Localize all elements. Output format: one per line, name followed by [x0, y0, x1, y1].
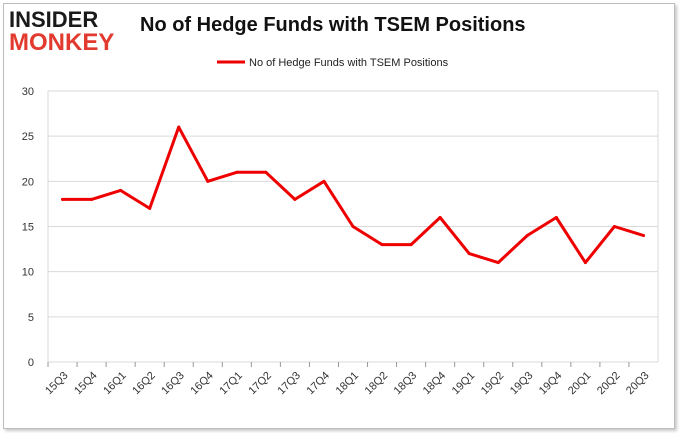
series-line-0 [61, 125, 645, 265]
x-tick-label: 18Q1 [334, 370, 362, 398]
x-tick-label: 15Q4 [72, 370, 100, 398]
insider-monkey-logo: INSIDER MONKEY [9, 9, 127, 55]
data-point [438, 215, 442, 219]
chart-frame [3, 3, 675, 429]
data-point [612, 225, 616, 228]
x-tick-label: 16Q2 [130, 370, 158, 398]
data-point [322, 179, 326, 183]
x-tick-label: 17Q3 [276, 370, 304, 398]
y-tick-label: 5 [28, 312, 34, 324]
legend-label: No of Hedge Funds with TSEM Positions [249, 57, 449, 69]
x-axis: 15Q3 15Q4 16Q1 16Q2 16Q3 16Q4 17Q1 17Q2 17Q3 17Q4… [43, 362, 652, 398]
x-tick-label: 15Q3 [43, 370, 71, 398]
data-point [380, 243, 384, 247]
x-tick-label: 20Q2 [595, 370, 623, 398]
data-point [119, 188, 123, 192]
data-point [467, 252, 471, 256]
y-axis: 0 5 10 15 20 25 30 [22, 86, 34, 369]
data-point [90, 197, 94, 201]
data-point [235, 170, 239, 174]
data-point [583, 261, 587, 265]
series-group [61, 125, 645, 265]
y-tick-label: 15 [22, 222, 34, 234]
x-tick-label: 19Q2 [479, 370, 507, 398]
data-point [206, 179, 210, 183]
x-tick-label: 17Q2 [246, 370, 274, 398]
x-tick-label: 20Q3 [624, 370, 652, 398]
x-tick-label: 20Q1 [566, 370, 594, 398]
chart-title: No of Hedge Funds with TSEM Positions [140, 14, 526, 36]
y-tick-label: 30 [22, 86, 34, 98]
x-tick-label: 19Q3 [508, 370, 536, 398]
data-point [351, 225, 355, 228]
x-tick-label: 19Q1 [450, 370, 478, 398]
data-point [554, 215, 558, 219]
x-tick-label: 17Q4 [305, 370, 333, 398]
grid-lines [47, 90, 659, 363]
x-tick-label: 16Q4 [188, 370, 216, 398]
x-tick-label: 17Q1 [217, 370, 245, 398]
data-point [409, 243, 413, 247]
data-point [148, 206, 152, 210]
y-tick-label: 0 [28, 357, 34, 369]
x-tick-label: 18Q3 [392, 370, 420, 398]
data-point [641, 234, 645, 238]
x-tick-label: 16Q3 [159, 370, 187, 398]
x-tick-label: 16Q1 [101, 370, 129, 398]
y-tick-label: 25 [22, 131, 34, 143]
data-point [293, 197, 297, 201]
data-point [177, 125, 181, 129]
x-tick-label: 18Q4 [421, 370, 449, 398]
legend: No of Hedge Funds with TSEM Positions [217, 57, 449, 69]
x-tick-label: 18Q2 [363, 370, 391, 398]
y-tick-label: 10 [22, 267, 34, 279]
data-point [496, 261, 500, 265]
y-tick-label: 20 [22, 176, 34, 188]
logo-bottom-text: MONKEY [9, 29, 115, 56]
data-point [264, 170, 268, 174]
data-point [525, 234, 529, 238]
x-tick-label: 19Q4 [537, 370, 565, 398]
data-point [61, 197, 65, 201]
logo-top-text: INSIDER [9, 7, 99, 32]
